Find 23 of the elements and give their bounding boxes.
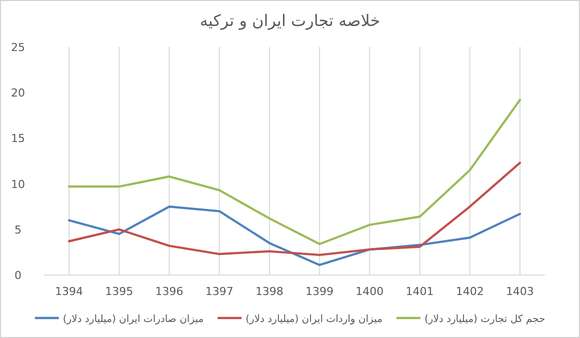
x-tick-label: 1397 bbox=[205, 285, 234, 298]
y-tick-label: 0 bbox=[14, 269, 22, 282]
chart-title: خلاصه تجارت ایران و ترکیه bbox=[200, 11, 380, 30]
x-tick-label: 1398 bbox=[255, 285, 284, 298]
x-tick-label: 1401 bbox=[406, 285, 434, 298]
x-tick-label: 1395 bbox=[105, 285, 134, 298]
line-series bbox=[68, 206, 522, 266]
x-tick-label: 1399 bbox=[306, 285, 334, 298]
y-tick-label: 5 bbox=[14, 223, 22, 236]
y-tick-label: 15 bbox=[11, 132, 25, 146]
x-tick-label: 1394 bbox=[55, 285, 84, 298]
line-series bbox=[68, 98, 522, 246]
legend-label: میزان صادرات ایران (میلیارد دلار) bbox=[62, 314, 204, 325]
y-tick-label: 25 bbox=[11, 41, 25, 54]
x-tick-label: 1400 bbox=[356, 285, 384, 298]
x-tick-label: 1396 bbox=[155, 285, 184, 298]
line-series bbox=[68, 162, 522, 256]
legend-label: میزان واردات ایران (میلیارد دلار) bbox=[246, 314, 382, 325]
legend-label: حجم کل تجارت (میلیارد دلار) bbox=[424, 314, 546, 325]
y-tick-label: 10 bbox=[11, 178, 25, 191]
y-tick-label: 20 bbox=[11, 86, 25, 100]
x-tick-label: 1403 bbox=[506, 285, 534, 298]
x-tick-label: 1402 bbox=[456, 285, 484, 298]
